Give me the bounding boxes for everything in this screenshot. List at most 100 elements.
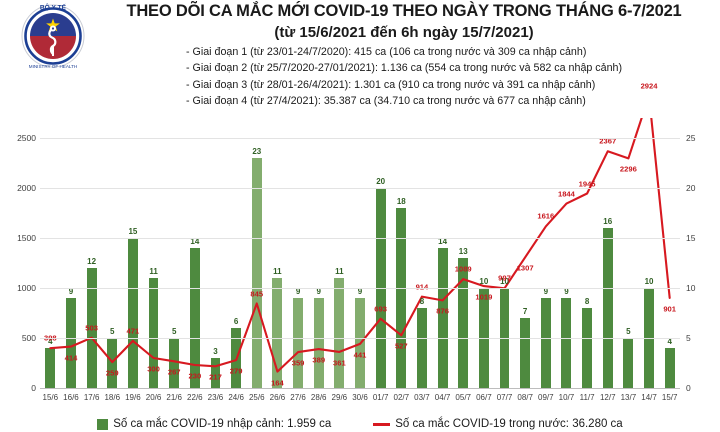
x-axis-tick: 22/6 bbox=[187, 393, 203, 402]
bar-value-label: 10 bbox=[500, 277, 509, 286]
line-value-label: 471 bbox=[126, 326, 140, 336]
bar-value-label: 16 bbox=[603, 217, 613, 226]
bar-21-6[interactable] bbox=[169, 338, 180, 388]
y-axis-left: 0 500 1000 1500 2000 2500 bbox=[0, 118, 40, 393]
bar-17-6[interactable] bbox=[86, 268, 97, 388]
bar-value-label: 11 bbox=[273, 267, 282, 276]
gridline bbox=[40, 238, 680, 239]
y-axis-right-tick: 25 bbox=[686, 133, 696, 143]
x-axis-tick: 03/7 bbox=[414, 393, 430, 402]
bar-05-7[interactable] bbox=[458, 258, 469, 388]
bar-29-6[interactable] bbox=[334, 278, 345, 388]
bar-value-label: 20 bbox=[376, 177, 386, 186]
x-axis-tick: 20/6 bbox=[145, 393, 162, 402]
x-axis-tick: 10/7 bbox=[558, 393, 575, 402]
bar-value-label: 5 bbox=[171, 327, 177, 336]
x-axis-tick: 29/6 bbox=[331, 393, 348, 402]
line-value-label: 389 bbox=[312, 355, 326, 365]
bar-26-6[interactable] bbox=[272, 278, 283, 388]
x-axis-tick: 15/7 bbox=[661, 393, 678, 402]
bar-04-7[interactable] bbox=[437, 248, 448, 388]
line-value-label: 414 bbox=[64, 353, 78, 363]
phase-line: - Giai đoạn 4 (từ 27/4/2021): 35.387 ca … bbox=[186, 95, 586, 108]
y-axis-left-tick: 500 bbox=[21, 333, 36, 343]
x-axis: 15/6 16/6 17/6 18/6 19/6 20/6 21/6 22/6 23/6 24/6… bbox=[40, 390, 680, 410]
line-value-label: 230 bbox=[188, 371, 202, 381]
bar-10-7[interactable] bbox=[561, 298, 572, 388]
line-value-label: 901 bbox=[663, 304, 677, 314]
line-value-label: 503 bbox=[85, 323, 98, 333]
phase-summary-list: - Giai đoạn 1 (từ 23/01-24/7/2020): 415 … bbox=[186, 44, 622, 110]
bar-09-7[interactable] bbox=[540, 298, 551, 388]
bar-value-label: 4 bbox=[48, 337, 53, 346]
x-axis-tick: 27/6 bbox=[290, 393, 306, 402]
line-value-label: 845 bbox=[250, 289, 264, 298]
bar-23-6[interactable] bbox=[210, 358, 221, 388]
legend-line-icon bbox=[373, 422, 391, 426]
title-block: THEO DÕI CA MẮC MỚI COVID-19 THEO NGÀY T… bbox=[96, 2, 712, 43]
x-axis-tick: 12/7 bbox=[599, 393, 616, 402]
phase-line: - Giai đoạn 3 (từ 28/01-26/4/2021): 1.30… bbox=[186, 78, 596, 91]
bar-03-7[interactable] bbox=[416, 308, 427, 388]
bar-value-label: 9 bbox=[295, 287, 301, 296]
legend-item-nhap-canh[interactable]: Số ca mắc COVID-19 nhập cảnh: 1.959 ca bbox=[97, 418, 331, 430]
line-path-trong-nuoc[interactable] bbox=[49, 118, 671, 373]
bar-value-label: 18 bbox=[396, 197, 406, 206]
bar-value-label: 9 bbox=[564, 287, 569, 296]
line-value-label: 267 bbox=[167, 367, 181, 377]
line-value-label: 300 bbox=[147, 364, 160, 374]
line-value-label: 1019 bbox=[475, 292, 493, 302]
x-axis-tick: 21/6 bbox=[166, 393, 182, 402]
bar-value-label: 23 bbox=[252, 147, 262, 156]
bar-25-6[interactable] bbox=[251, 158, 262, 388]
x-axis-tick: 30/6 bbox=[352, 393, 368, 402]
y-axis-right-tick: 15 bbox=[686, 233, 696, 243]
y-axis-left-tick: 1500 bbox=[17, 233, 36, 243]
gridline bbox=[40, 338, 680, 339]
x-axis-tick: 05/7 bbox=[455, 393, 472, 402]
line-value-label: 1089 bbox=[454, 264, 472, 274]
legend-label: Số ca mắc COVID-19 nhập cảnh: 1.959 ca bbox=[113, 418, 332, 430]
x-axis-tick: 17/6 bbox=[83, 393, 100, 402]
bar-value-label: 8 bbox=[419, 297, 425, 306]
x-axis-tick: 01/7 bbox=[372, 393, 389, 402]
x-axis-tick: 25/6 bbox=[248, 393, 265, 402]
bar-value-label: 6 bbox=[233, 317, 239, 326]
bar-value-label: 9 bbox=[68, 287, 74, 296]
line-value-label: 2367 bbox=[599, 136, 617, 146]
line-value-label: 164 bbox=[271, 378, 284, 388]
x-axis-tick: 02/7 bbox=[393, 393, 410, 402]
bar-27-6[interactable] bbox=[293, 298, 304, 388]
bar-22-6[interactable] bbox=[189, 248, 200, 388]
bar-19-6[interactable] bbox=[127, 238, 138, 388]
bar-15-7[interactable] bbox=[664, 348, 675, 388]
phase-line: - Giai đoạn 1 (từ 23/01-24/7/2020): 415 … bbox=[186, 46, 587, 58]
line-value-label: 1844 bbox=[557, 189, 575, 199]
bar-02-7[interactable] bbox=[396, 208, 407, 388]
bar-12-7[interactable] bbox=[602, 228, 613, 388]
y-axis-left-tick: 1000 bbox=[17, 283, 36, 293]
bar-value-label: 11 bbox=[149, 267, 158, 276]
bar-11-7[interactable] bbox=[582, 308, 593, 388]
y-axis-right-tick: 0 bbox=[686, 383, 691, 393]
chart-legend: Số ca mắc COVID-19 nhập cảnh: 1.959 ca S… bbox=[0, 414, 720, 432]
page-subtitle: (từ 15/6/2021 đến 6h ngày 15/7/2021) bbox=[274, 23, 534, 41]
bar-20-6[interactable] bbox=[148, 278, 159, 388]
line-value-label: 217 bbox=[209, 372, 222, 382]
bar-28-6[interactable] bbox=[313, 298, 324, 388]
bar-15-6[interactable] bbox=[45, 348, 56, 388]
bar-08-7[interactable] bbox=[520, 318, 531, 388]
bar-value-label: 5 bbox=[626, 327, 631, 336]
gridline bbox=[40, 188, 680, 189]
line-value-label: 1945 bbox=[578, 179, 596, 188]
page-title: THEO DÕI CA MẮC MỚI COVID-19 THEO NGÀY T… bbox=[126, 2, 682, 20]
legend-item-trong-nuoc[interactable]: Số ca mắc COVID-19 trong nước: 36.280 ca bbox=[373, 418, 623, 430]
bar-value-label: 5 bbox=[110, 327, 115, 336]
bar-value-label: 4 bbox=[667, 337, 672, 346]
bar-16-6[interactable] bbox=[66, 298, 76, 388]
bar-13-7[interactable] bbox=[623, 338, 634, 388]
logo-top-text: BỘ Y TẾ bbox=[40, 2, 67, 11]
line-value-label: 997 bbox=[498, 273, 511, 283]
legend-square-icon bbox=[97, 418, 109, 430]
